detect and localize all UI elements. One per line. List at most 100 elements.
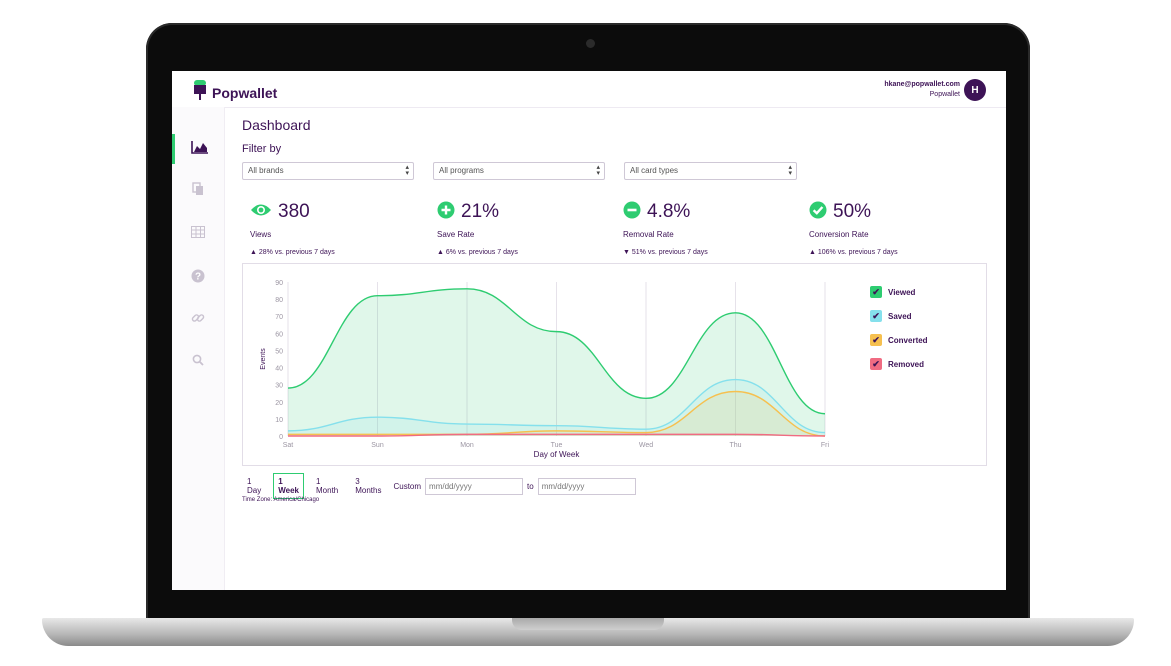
- range-1-day[interactable]: 1 Day: [247, 477, 262, 495]
- y-tick-label: 50: [275, 348, 283, 355]
- user-info[interactable]: hkane@popwallet.com Popwallet: [884, 80, 960, 100]
- sidebar-item-dashboard[interactable]: [172, 134, 224, 164]
- series-area-viewed: [288, 288, 825, 436]
- sidebar: ?: [172, 107, 225, 590]
- x-tick-label: Fri: [821, 442, 830, 449]
- x-tick-label: Sat: [283, 442, 294, 449]
- sidebar-item-table[interactable]: [172, 219, 224, 249]
- timezone-note: Time Zone: America/Chicago: [242, 497, 320, 503]
- y-tick-label: 0: [279, 434, 283, 441]
- table-icon: [191, 225, 205, 243]
- y-tick-label: 20: [275, 400, 283, 407]
- range-1-month[interactable]: 1 Month: [316, 477, 339, 495]
- x-tick-label: Tue: [551, 442, 563, 449]
- program-select[interactable]: All programs ▴ ▾: [433, 162, 605, 180]
- stat-label: Removal Rate: [623, 230, 674, 239]
- x-tick-label: Mon: [460, 442, 474, 449]
- avatar[interactable]: H: [964, 79, 986, 101]
- checkbox-checked-icon: ✔: [870, 286, 882, 298]
- to-date-input[interactable]: [537, 477, 636, 495]
- legend-item-converted[interactable]: ✔ Converted: [870, 328, 928, 352]
- stat-save-rate: 21% Save Rate ▲ 6% vs. previous 7 days: [437, 200, 617, 256]
- card-type-select-value: All card types: [630, 166, 679, 175]
- y-axis-label: Events: [260, 348, 267, 370]
- eye-icon: [250, 203, 272, 222]
- svg-text:?: ?: [195, 271, 201, 282]
- page-title: Dashboard: [242, 117, 311, 133]
- events-chart-panel: 0 10 20 30 40 50 60 70 80 90 Sat Sun Mon Tue Wed Thu Fri…: [242, 263, 987, 466]
- time-range-selector: 1 Day 1 Week 1 Month 3 Months Custom to: [242, 473, 636, 499]
- series-area-converted: [288, 391, 825, 436]
- program-select-value: All programs: [439, 166, 484, 175]
- x-tick-label: Sun: [371, 442, 384, 449]
- brand-select-value: All brands: [248, 166, 284, 175]
- select-arrows-icon: ▴ ▾: [405, 164, 409, 177]
- series-line-converted: [288, 390, 826, 437]
- stat-label: Views: [250, 230, 272, 239]
- legend-label: Viewed: [888, 287, 916, 297]
- help-icon: ?: [191, 269, 205, 288]
- legend-item-saved[interactable]: ✔ Saved: [870, 304, 928, 328]
- custom-label: Custom: [393, 481, 422, 491]
- series-area-saved: [288, 379, 825, 436]
- legend-item-removed[interactable]: ✔ Removed: [870, 352, 928, 376]
- brand-select[interactable]: All brands ▴ ▾: [242, 162, 414, 180]
- logo[interactable]: Popwallet: [193, 79, 277, 106]
- checkbox-checked-icon: ✔: [870, 310, 882, 322]
- top-bar: Popwallet hkane@popwallet.com Popwallet …: [172, 71, 1006, 108]
- checkbox-checked-icon: ✔: [870, 358, 882, 370]
- sidebar-item-help[interactable]: ?: [172, 263, 224, 293]
- sidebar-item-copy[interactable]: [172, 176, 224, 206]
- stat-delta: ▲ 106% vs. previous 7 days: [809, 249, 898, 256]
- plus-circle-icon: [437, 201, 455, 224]
- search-icon: [192, 353, 204, 371]
- stat-label: Conversion Rate: [809, 230, 869, 239]
- legend-label: Removed: [888, 359, 925, 369]
- user-email: hkane@popwallet.com: [884, 81, 960, 88]
- stat-removal-rate: 4.8% Removal Rate ▼ 51% vs. previous 7 d…: [623, 200, 803, 256]
- copy-icon: [192, 181, 204, 201]
- from-date-input[interactable]: [425, 477, 524, 495]
- laptop-notch: [512, 618, 664, 630]
- events-chart: 0 10 20 30 40 50 60 70 80 90 Sat Sun Mon Tue Wed Thu Fri…: [260, 280, 830, 459]
- webcam: [586, 39, 595, 48]
- y-tick-label: 80: [275, 297, 283, 304]
- y-tick-label: 60: [275, 331, 283, 338]
- series-line-removed: [287, 433, 826, 437]
- link-icon: [191, 311, 205, 330]
- range-1-week[interactable]: 1 Week: [273, 473, 304, 499]
- stat-delta: ▲ 28% vs. previous 7 days: [250, 249, 335, 256]
- check-circle-icon: [809, 201, 827, 224]
- legend-label: Converted: [888, 335, 928, 345]
- stat-label: Save Rate: [437, 230, 475, 239]
- app-name: Popwallet: [212, 84, 278, 101]
- to-label: to: [527, 481, 534, 491]
- popsicle-logo-icon: [193, 79, 207, 106]
- range-3-months[interactable]: 3 Months: [355, 477, 382, 495]
- x-tick-label: Wed: [639, 442, 653, 449]
- legend-label: Saved: [888, 311, 912, 321]
- stat-views: 380 Views ▲ 28% vs. previous 7 days: [250, 200, 430, 256]
- y-tick-label: 90: [275, 280, 283, 287]
- select-arrows-icon: ▴ ▾: [596, 164, 600, 177]
- y-tick-label: 70: [275, 314, 283, 321]
- stat-conversion-rate: 50% Conversion Rate ▲ 106% vs. previous …: [809, 200, 989, 256]
- app-screen: Popwallet hkane@popwallet.com Popwallet …: [172, 71, 1006, 590]
- stat-value: 50%: [833, 201, 872, 222]
- chart-legend: ✔ Viewed ✔ Saved ✔ Converted ✔ Removed: [870, 280, 928, 376]
- sidebar-item-search[interactable]: [172, 347, 224, 377]
- user-org: Popwallet: [929, 91, 960, 98]
- select-arrows-icon: ▴ ▾: [788, 164, 792, 177]
- card-type-select[interactable]: All card types ▴ ▾: [624, 162, 797, 180]
- minus-circle-icon: [623, 201, 641, 224]
- sidebar-item-link[interactable]: [172, 305, 224, 335]
- stat-value: 4.8%: [647, 201, 691, 222]
- stat-value: 380: [278, 201, 310, 222]
- filter-label: Filter by: [242, 143, 282, 155]
- series-line-saved: [287, 378, 826, 434]
- legend-item-viewed[interactable]: ✔ Viewed: [870, 280, 928, 304]
- area-chart-icon: [190, 140, 209, 159]
- stat-delta: ▼ 51% vs. previous 7 days: [623, 249, 708, 256]
- y-tick-label: 40: [275, 366, 283, 373]
- x-tick-label: Thu: [729, 442, 741, 449]
